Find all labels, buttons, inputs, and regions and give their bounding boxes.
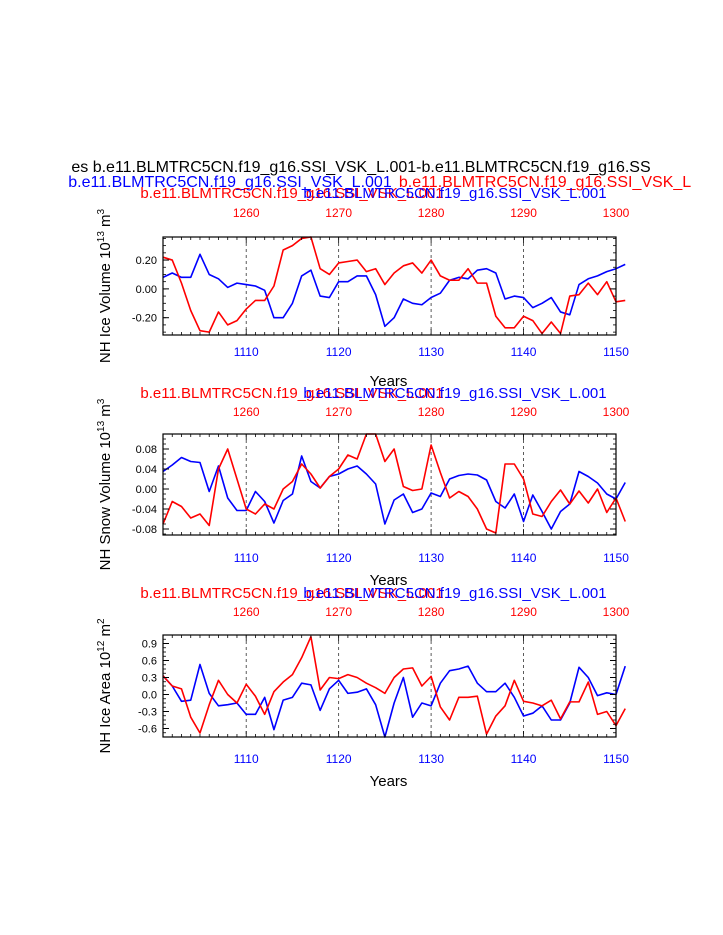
figure-legend-blue: b.e11.BLMTRC5CN.f19_g16.SSI_VSK_L.001 xyxy=(68,174,392,191)
panel-title-blue: b.e11.BLMTRC5CN.f19_g16.SSI_VSK_L.001 xyxy=(303,385,606,402)
y-axis-label-part: NH Ice Area 10 xyxy=(97,652,114,754)
y-tick-label: -0.3 xyxy=(138,707,157,719)
y-axis-label-part: m xyxy=(97,624,114,641)
y-axis-label-part: 13 xyxy=(96,231,107,243)
x-tick-label-bottom: 1110 xyxy=(234,345,259,359)
x-tick-label-top: 1260 xyxy=(233,605,260,619)
x-tick-label-bottom: 1150 xyxy=(603,752,629,766)
x-tick-label-top: 1270 xyxy=(325,206,352,220)
figure-main-title: es b.e11.BLMTRC5CN.f19_g16.SSI_VSK_L.001… xyxy=(71,159,650,176)
y-axis-label-part: m xyxy=(97,404,114,421)
y-tick-label: 0.9 xyxy=(142,639,157,651)
y-tick-label: 0.04 xyxy=(136,464,157,476)
y-tick-label: 0.00 xyxy=(136,484,157,496)
x-tick-label-top: 1260 xyxy=(233,206,260,220)
x-tick-label-top: 1260 xyxy=(233,405,260,419)
x-tick-label-bottom: 1150 xyxy=(603,345,629,359)
y-tick-label: 0.6 xyxy=(142,656,157,668)
series-line-blue xyxy=(162,663,627,738)
x-tick-label-top: 1290 xyxy=(510,405,537,419)
x-axis-label: Years xyxy=(370,572,408,589)
panel-title-blue: b.e11.BLMTRC5CN.f19_g16.SSI_VSK_L.001 xyxy=(303,185,606,202)
y-axis-label-part: 12 xyxy=(96,640,107,652)
x-tick-label-bottom: 1120 xyxy=(326,345,352,359)
x-tick-label-bottom: 1130 xyxy=(418,752,444,766)
x-tick-label-bottom: 1150 xyxy=(603,551,629,565)
x-tick-label-top: 1300 xyxy=(603,206,630,220)
series-line-blue xyxy=(162,455,626,530)
y-tick-label: -0.20 xyxy=(132,313,157,325)
series-line-red xyxy=(162,236,626,335)
series-line-red xyxy=(162,433,626,534)
x-axis-label: Years xyxy=(370,773,408,790)
panel-title-blue: b.e11.BLMTRC5CN.f19_g16.SSI_VSK_L.001 xyxy=(303,585,606,602)
x-tick-label-top: 1280 xyxy=(418,405,445,419)
x-tick-label-bottom: 1110 xyxy=(234,752,259,766)
x-tick-label-top: 1290 xyxy=(510,605,537,619)
y-tick-label: -0.04 xyxy=(132,504,157,516)
figure-legend-red: b.e11.BLMTRC5CN.f19_g16.SSI_VSK_L xyxy=(399,174,691,191)
x-tick-label-bottom: 1120 xyxy=(326,752,352,766)
y-axis-label-part: NH Ice Volume 10 xyxy=(97,242,114,363)
y-axis-label: NH Ice Volume 1013 m3 xyxy=(96,208,114,363)
y-tick-label: 0.20 xyxy=(136,255,157,267)
y-tick-label: 0.0 xyxy=(142,690,157,702)
y-tick-label: -0.6 xyxy=(138,724,157,736)
plot-frame xyxy=(162,433,617,536)
x-tick-label-top: 1300 xyxy=(603,405,630,419)
x-tick-label-top: 1290 xyxy=(510,206,537,220)
series-line-red xyxy=(162,635,626,735)
x-tick-label-bottom: 1140 xyxy=(511,551,537,565)
y-axis-label-part: m xyxy=(97,214,114,231)
panel-title-red: b.e11.BLMTRC5CN.f19_g16.SSI_VSK_L.001 xyxy=(140,185,443,202)
y-axis-label: NH Snow Volume 1013 m3 xyxy=(96,398,114,570)
x-tick-label-bottom: 1120 xyxy=(326,551,352,565)
x-axis-label: Years xyxy=(370,373,408,390)
y-tick-label: 0.00 xyxy=(136,284,157,296)
x-tick-label-bottom: 1140 xyxy=(511,752,537,766)
y-axis-label-part: 3 xyxy=(96,208,107,214)
y-tick-label: 0.3 xyxy=(142,673,157,685)
panel-title-red: b.e11.BLMTRC5CN.f19_g16.SSI_VSK_L.001 xyxy=(140,585,443,602)
x-tick-label-top: 1280 xyxy=(418,605,445,619)
y-axis-label-part: 13 xyxy=(96,420,107,432)
x-tick-label-top: 1300 xyxy=(603,605,630,619)
y-axis-label: NH Ice Area 1012 m2 xyxy=(96,618,114,754)
y-tick-label: -0.08 xyxy=(132,524,157,536)
x-tick-label-top: 1270 xyxy=(325,605,352,619)
chart-panel-1: b.e11.BLMTRC5CN.f19_g16.SSI_VSK_L.001b.e… xyxy=(96,185,630,390)
series-line-blue xyxy=(162,253,626,328)
x-tick-label-bottom: 1110 xyxy=(234,551,259,565)
y-axis-label-part: NH Snow Volume 10 xyxy=(97,432,114,570)
y-tick-label: 0.08 xyxy=(136,444,157,456)
y-axis-label-part: 3 xyxy=(96,398,107,404)
chart-panel-3: b.e11.BLMTRC5CN.f19_g16.SSI_VSK_L.001b.e… xyxy=(96,585,630,790)
panel-title-red: b.e11.BLMTRC5CN.f19_g16.SSI_VSK_L.001 xyxy=(140,385,443,402)
x-tick-label-top: 1270 xyxy=(325,405,352,419)
x-tick-label-bottom: 1140 xyxy=(511,345,537,359)
plot-frame xyxy=(162,236,617,336)
x-tick-label-bottom: 1130 xyxy=(418,345,444,359)
x-tick-label-top: 1280 xyxy=(418,206,445,220)
chart-panel-2: b.e11.BLMTRC5CN.f19_g16.SSI_VSK_L.001b.e… xyxy=(96,385,630,589)
x-tick-label-bottom: 1130 xyxy=(418,551,444,565)
y-axis-label-part: 2 xyxy=(96,618,107,624)
